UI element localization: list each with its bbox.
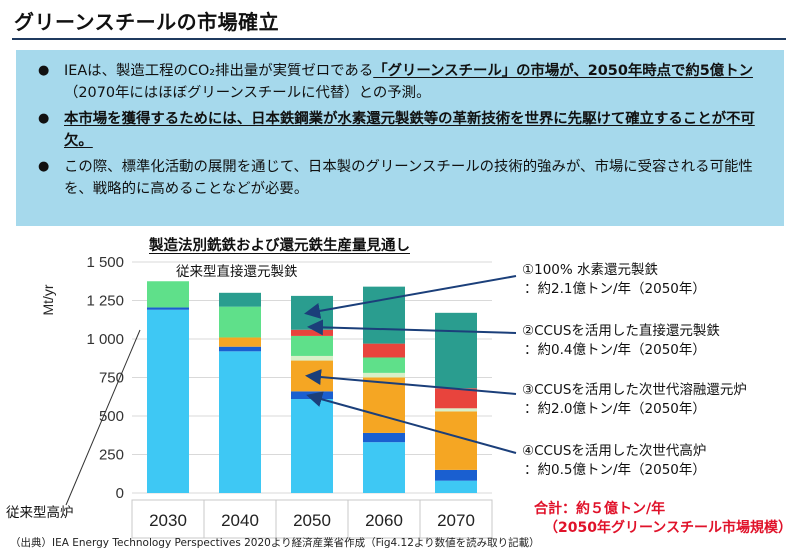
bar-segment-2050-s4 <box>291 335 333 356</box>
summary-box: ● IEAは、製造工程のCO₂排出量が実質ゼロである「グリーンスチール」の市場が… <box>16 50 784 226</box>
annotation-4-value: ：約0.5億トン/年（2050年） <box>524 462 706 478</box>
bullet-2: ● 本市場を獲得するためには、日本鉄鋼業が水素還元製鉄等の革新技術を世界に先駆け… <box>38 108 770 152</box>
bar-segment-2030-s1 <box>147 307 189 310</box>
page-title: グリーンスチールの市場確立 <box>14 10 280 34</box>
bar-segment-2030-s0 <box>147 309 189 493</box>
bar-segment-2060-s4 <box>363 357 405 373</box>
annotation-4: ④CCUSを活用した次世代高炉 ：約0.5億トン/年（2050年） <box>522 442 706 480</box>
x-category-box <box>275 499 349 539</box>
bar-segment-2060-s1 <box>363 432 405 443</box>
annotation-1-value: ：約2.1億トン/年（2050年） <box>524 281 706 297</box>
annotation-arrow-1 <box>304 275 517 319</box>
x-tick-label-2070: 2070 <box>437 511 475 530</box>
bullet-1: ● IEAは、製造工程のCO₂排出量が実質ゼロである「グリーンスチール」の市場が… <box>38 60 770 104</box>
x-tick-label-2030: 2030 <box>149 511 187 530</box>
bar-segment-2050-s1 <box>291 391 333 400</box>
y-tick-label: 250 <box>99 447 124 464</box>
bar-segment-2070-s1 <box>435 469 477 481</box>
bullet-3: ● この際、標準化活動の展開を通じて、日本製のグリーンスチールの技術的強みが、市… <box>38 156 770 200</box>
bar-segment-2040-s4 <box>219 306 261 338</box>
annotation-2-value: ：約0.4億トン/年（2050年） <box>524 342 706 358</box>
annotation-1-title: ①100% 水素還元製鉄 <box>522 262 658 278</box>
x-tick-label-2050: 2050 <box>293 511 331 530</box>
total-line-2: （2050年グリーンスチール市場規模） <box>544 520 792 536</box>
y-tick-label: 1 500 <box>86 254 124 271</box>
bullet-2-emphasis: 本市場を獲得するためには、日本鉄鋼業が水素還元製鉄等の革新技術を世界に先駆けて確… <box>64 111 755 149</box>
y-tick-label: 0 <box>116 485 124 502</box>
bar-segment-2060-s0 <box>363 442 405 493</box>
bullet-1-post: （2070年にはほぼグリーンスチールに代替）との予測。 <box>64 85 431 101</box>
bullet-dot-icon: ● <box>38 159 50 174</box>
bar-segment-2050-s3 <box>291 355 333 361</box>
bar-segment-2060-s5 <box>363 343 405 358</box>
bar-label-bottom: 従来型高炉 <box>6 504 74 521</box>
source-note: （出典）IEA Energy Technology Perspectives 2… <box>10 537 540 549</box>
bar-segment-2060-s6 <box>363 286 405 344</box>
x-tick-label-2040: 2040 <box>221 511 259 530</box>
bar-label-top: 従来型直接還元製鉄 <box>176 263 298 280</box>
bar-segment-2050-s5 <box>291 329 333 336</box>
bar-segment-2040-s6 <box>219 292 261 307</box>
bullet-3-text: この際、標準化活動の展開を通じて、日本製のグリーンスチールの技術的強みが、市場に… <box>64 159 753 197</box>
bullet-1-emphasis: 「グリーンスチール」の市場が、2050年時点で約5億トン <box>373 63 753 79</box>
annotation-3-title: ③CCUSを活用した次世代溶融還元炉 <box>522 382 747 398</box>
annotation-3: ③CCUSを活用した次世代溶融還元炉 ：約2.0億トン/年（2050年） <box>522 381 747 419</box>
annotation-2: ②CCUSを活用した直接還元製鉄 ：約0.4億トン/年（2050年） <box>522 322 720 360</box>
annotation-4-title: ④CCUSを活用した次世代高炉 <box>522 443 707 459</box>
x-tick-label-2060: 2060 <box>365 511 403 530</box>
annotation-3-value: ：約2.0億トン/年（2050年） <box>524 401 706 417</box>
title-divider <box>12 38 786 40</box>
x-category-box <box>419 499 493 539</box>
bar-segment-2040-s2 <box>219 337 261 347</box>
annotation-arrow-4 <box>306 391 517 454</box>
y-tick-label: 500 <box>99 408 124 425</box>
leader-line-bottom <box>65 329 141 506</box>
total-note: 合計：約５億トン/年 （2050年グリーンスチール市場規模） <box>534 500 792 538</box>
chart-title: 製造法別銑鉄および還元鉄生産量見通し <box>149 238 410 254</box>
bar-segment-2070-s5 <box>435 388 477 409</box>
total-line-1: 合計：約５億トン/年 <box>534 501 666 517</box>
bullet-1-pre: IEAは、製造工程のCO₂排出量が実質ゼロである <box>64 63 374 79</box>
bullet-dot-icon: ● <box>38 63 50 78</box>
y-axis-label: Mt/yr <box>40 284 56 315</box>
bar-segment-2070-s0 <box>435 480 477 493</box>
bar-segment-2070-s6 <box>435 312 477 389</box>
annotation-arrow-2 <box>307 319 517 336</box>
bullet-dot-icon: ● <box>38 111 50 126</box>
bar-segment-2030-s4 <box>147 281 189 308</box>
bar-segment-2070-s3 <box>435 408 477 412</box>
annotation-1: ①100% 水素還元製鉄 ：約2.1億トン/年（2050年） <box>522 261 706 299</box>
y-tick-label: 1 250 <box>86 293 124 310</box>
y-tick-label: 1 000 <box>86 331 124 348</box>
bar-segment-2040-s0 <box>219 351 261 493</box>
annotation-2-title: ②CCUSを活用した直接還元製鉄 <box>522 323 720 339</box>
bar-segment-2060-s2 <box>363 377 405 433</box>
bar-segment-2060-s3 <box>363 372 405 378</box>
bar-segment-2040-s1 <box>219 346 261 352</box>
x-category-box <box>203 499 277 539</box>
annotation-arrow-3 <box>305 369 517 395</box>
bar-segment-2050-s0 <box>291 399 333 493</box>
